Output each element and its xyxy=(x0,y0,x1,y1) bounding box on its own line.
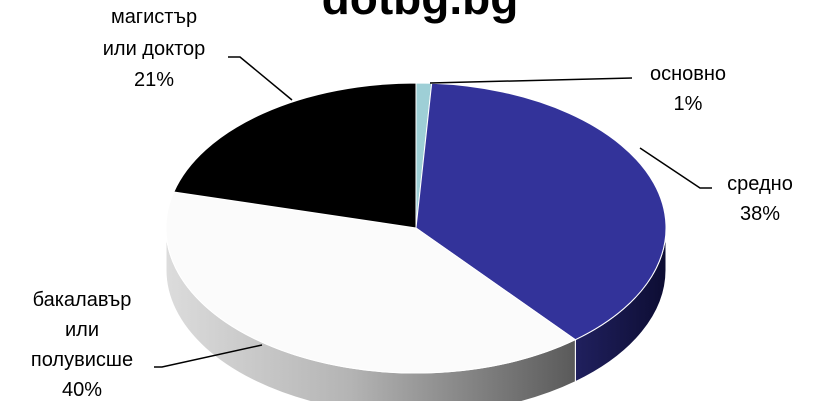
chart-title: dotbg.bg xyxy=(322,0,519,24)
slice-label-1-line-2: 1% xyxy=(674,93,703,115)
slice-label-3-line-3: полувисше xyxy=(31,349,133,371)
leader-line-1 xyxy=(429,77,633,84)
slice-label-3-line-1: бакалавър xyxy=(33,289,132,311)
leader-line-2 xyxy=(639,147,712,189)
slice-label-1-line-1: основно xyxy=(650,63,726,85)
slice-label-4-line-3: 21% xyxy=(134,69,174,91)
leader-line-4 xyxy=(228,56,293,101)
slice-label-4-line-2: или доктор xyxy=(103,38,206,60)
slice-label-3-line-4: 40% xyxy=(62,379,102,401)
pie-slice-4 xyxy=(173,82,417,229)
pie-slice-3 xyxy=(165,191,577,374)
leader-line-3 xyxy=(154,344,263,368)
slice-label-3-line-2: или xyxy=(65,319,99,341)
slice-label-2-line-1: средно xyxy=(727,173,793,195)
pie-slice-2 xyxy=(415,82,667,341)
slice-label-4-line-1: магистър xyxy=(111,6,197,28)
slice-label-2-line-2: 38% xyxy=(740,203,780,225)
